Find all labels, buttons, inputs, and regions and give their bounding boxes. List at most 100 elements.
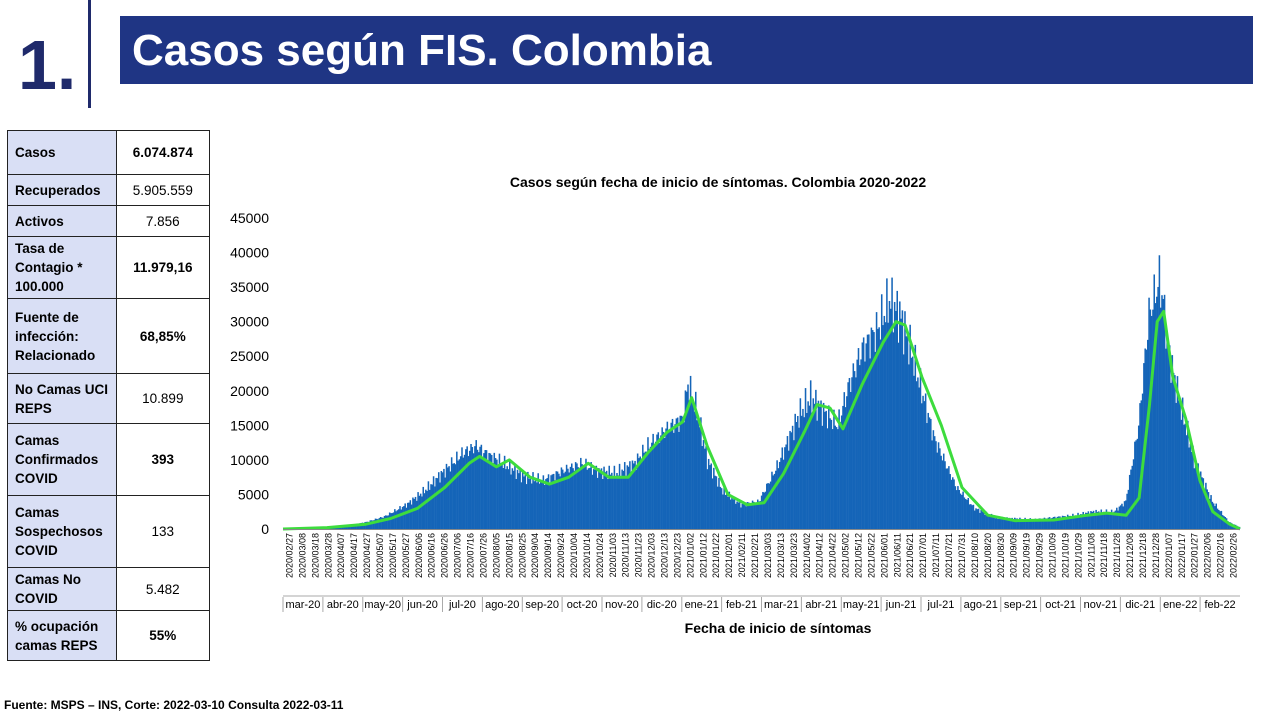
daily-case-bar [908,364,910,529]
daily-case-bar [463,454,466,529]
daily-case-bar [543,484,546,529]
daily-case-bar [1061,515,1064,529]
daily-case-bar [441,472,444,529]
daily-case-bar [676,417,679,529]
daily-case-bar [759,500,762,529]
daily-case-bar [546,478,549,529]
daily-case-bar [1114,510,1117,529]
daily-case-bar [436,478,439,529]
daily-case-bar [911,356,914,529]
daily-case-bar [671,418,674,529]
chart-container: Casos según fecha de inicio de síntomas.… [215,160,1275,650]
daily-case-bar [645,451,648,529]
daily-case-bar [421,496,423,529]
daily-case-bar [568,472,570,529]
x-month-label: ene-22 [1163,599,1197,611]
daily-case-bar [957,486,959,529]
daily-case-bar [534,479,537,529]
daily-case-bar [501,463,503,529]
daily-case-bar [587,468,590,529]
daily-case-bar [736,501,738,529]
daily-case-bar [945,468,948,529]
daily-case-bar [720,488,723,529]
daily-case-bar [373,520,375,529]
daily-case-bar [701,446,703,529]
x-month-label: oct-20 [567,599,598,611]
daily-case-bar [902,354,905,529]
daily-case-bar [853,371,856,529]
daily-case-bar [1052,516,1055,529]
daily-case-bar [820,400,822,529]
daily-case-bar [523,476,525,529]
stat-value: 7.856 [115,205,211,237]
daily-case-bar [422,486,425,529]
x-month-label: ago-20 [485,599,519,611]
daily-case-bar [795,422,798,529]
daily-case-bar [533,481,536,529]
daily-case-bar [529,477,532,529]
daily-case-bar [1056,516,1059,529]
daily-case-bar [682,416,684,529]
x-date-tick-label: 2021/03/13 [776,533,786,578]
daily-case-bar [931,440,933,529]
x-date-tick-label: 2021/04/22 [828,533,838,578]
daily-case-bar [354,524,356,529]
daily-case-bar [691,399,693,529]
daily-case-bar [478,452,480,529]
daily-case-bar [592,469,595,529]
daily-case-bar [1085,512,1087,529]
y-tick-label: 45000 [230,210,269,226]
daily-case-bar [600,468,603,529]
stat-label: Camas No COVID [7,567,117,611]
daily-case-bar [1002,519,1004,529]
daily-case-bar [1008,517,1011,529]
daily-case-bar [1157,286,1159,529]
daily-case-bar [594,469,596,529]
daily-case-bar [866,334,869,529]
daily-case-bar [879,339,882,529]
daily-case-bar [419,493,422,529]
x-date-tick-label: 2021/10/29 [1073,533,1083,578]
daily-case-bar [1110,509,1113,529]
daily-case-bar [972,504,975,529]
daily-case-bar [1139,403,1141,529]
daily-case-bar [1187,420,1189,529]
daily-case-bar [687,384,689,529]
x-date-tick-label: 2021/02/01 [724,533,734,578]
daily-case-bar [344,526,347,529]
daily-case-bar [848,377,851,529]
daily-case-bar [1032,519,1034,529]
daily-case-bar [666,421,669,529]
daily-case-bar [818,406,821,529]
daily-case-bar [1035,519,1038,529]
daily-case-bar [1043,517,1046,529]
daily-case-bar [685,391,688,529]
x-date-tick-label: 2021/08/30 [996,533,1006,578]
x-date-tick-label: 2021/07/31 [957,533,967,578]
daily-case-bar [751,500,754,529]
daily-case-bar [654,441,657,529]
daily-case-bar [785,444,787,529]
daily-case-bar [1137,425,1140,529]
daily-case-bar [833,409,835,529]
daily-case-bar [561,469,564,529]
daily-case-bar [910,357,913,529]
x-date-tick-label: 2021/02/21 [750,533,760,578]
daily-case-bar [1037,519,1039,529]
daily-case-bar [722,494,724,529]
daily-case-bar [443,468,445,529]
daily-case-bar [719,486,722,529]
stat-label: Casos [7,130,117,175]
daily-case-bar [635,469,638,529]
daily-case-bar [922,395,924,529]
daily-case-bar [979,512,981,529]
daily-case-bar [705,446,707,529]
daily-case-bar [1001,516,1003,529]
daily-case-bar [998,517,1001,529]
daily-case-bar [755,502,758,529]
daily-case-bar [758,501,760,529]
daily-case-bar [1092,510,1095,529]
daily-case-bar [580,457,582,529]
x-date-tick-label: 2021/04/12 [815,533,825,578]
stat-value: 5.482 [115,567,211,611]
